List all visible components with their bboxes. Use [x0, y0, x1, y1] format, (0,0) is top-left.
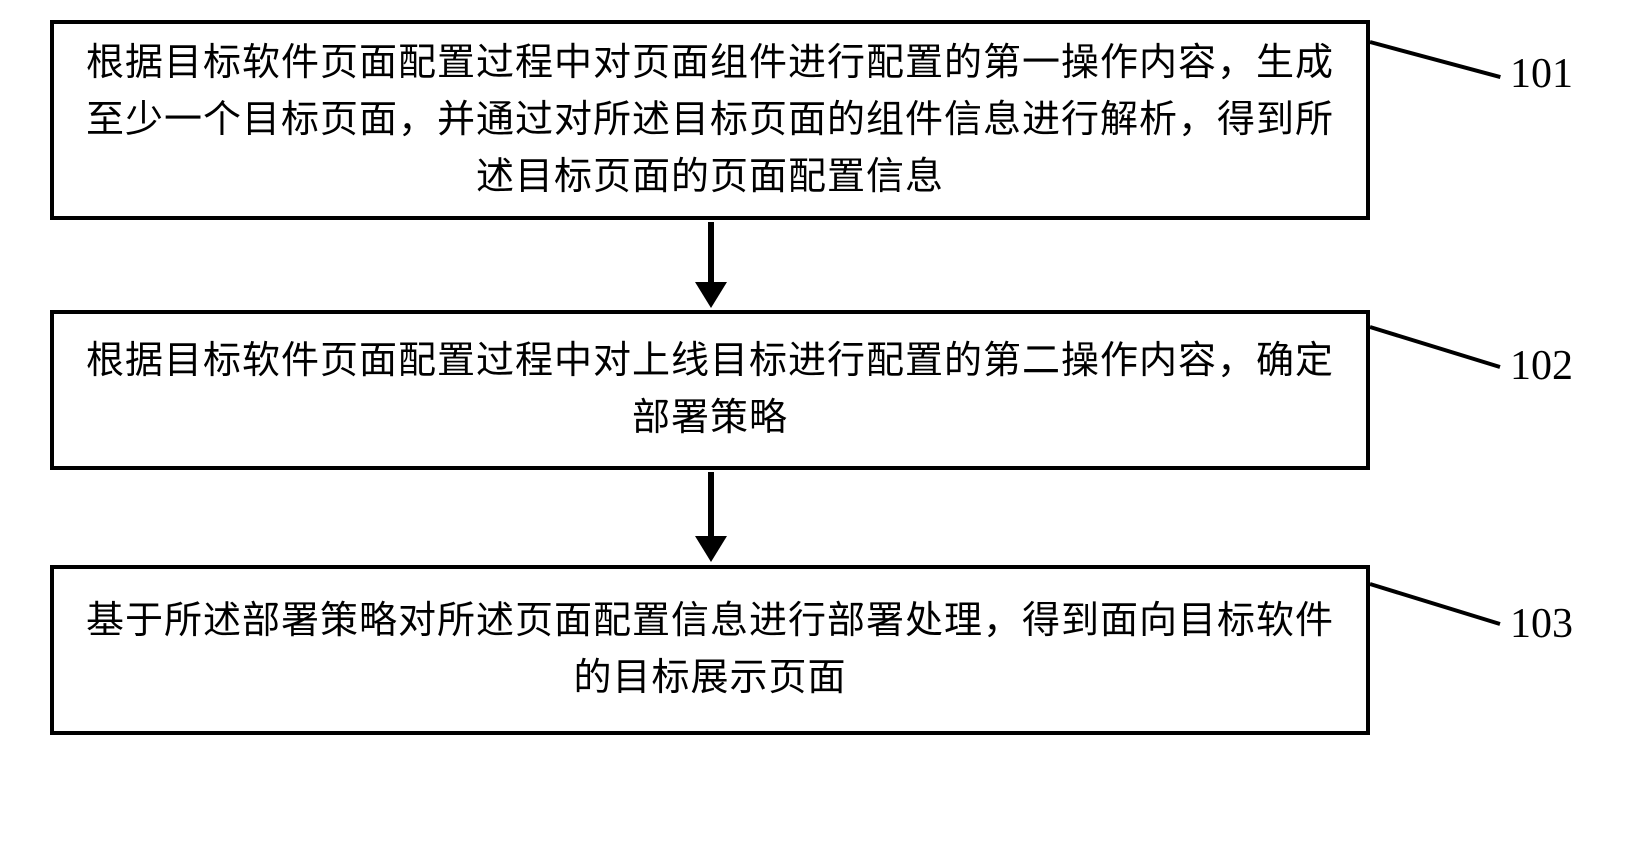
- lead-line-102: [1369, 325, 1500, 369]
- step-box-102: 根据目标软件页面配置过程中对上线目标进行配置的第二操作内容，确定部署策略: [50, 310, 1370, 470]
- arrow-head-2: [695, 536, 727, 562]
- step-label-103: 103: [1510, 600, 1573, 648]
- step-label-101: 101: [1510, 50, 1573, 98]
- step-label-102: 102: [1510, 342, 1573, 390]
- arrow-line-1: [708, 222, 714, 282]
- arrow-line-2: [708, 472, 714, 536]
- step-text-101: 根据目标软件页面配置过程中对页面组件进行配置的第一操作内容，生成至少一个目标页面…: [84, 35, 1336, 206]
- step-text-103: 基于所述部署策略对所述页面配置信息进行部署处理，得到面向目标软件的目标展示页面: [84, 593, 1336, 707]
- flowchart-canvas: 根据目标软件页面配置过程中对页面组件进行配置的第一操作内容，生成至少一个目标页面…: [0, 0, 1640, 859]
- step-box-101: 根据目标软件页面配置过程中对页面组件进行配置的第一操作内容，生成至少一个目标页面…: [50, 20, 1370, 220]
- step-text-102: 根据目标软件页面配置过程中对上线目标进行配置的第二操作内容，确定部署策略: [84, 333, 1336, 447]
- lead-line-101: [1369, 40, 1500, 79]
- lead-line-103: [1369, 582, 1500, 626]
- step-box-103: 基于所述部署策略对所述页面配置信息进行部署处理，得到面向目标软件的目标展示页面: [50, 565, 1370, 735]
- arrow-head-1: [695, 282, 727, 308]
